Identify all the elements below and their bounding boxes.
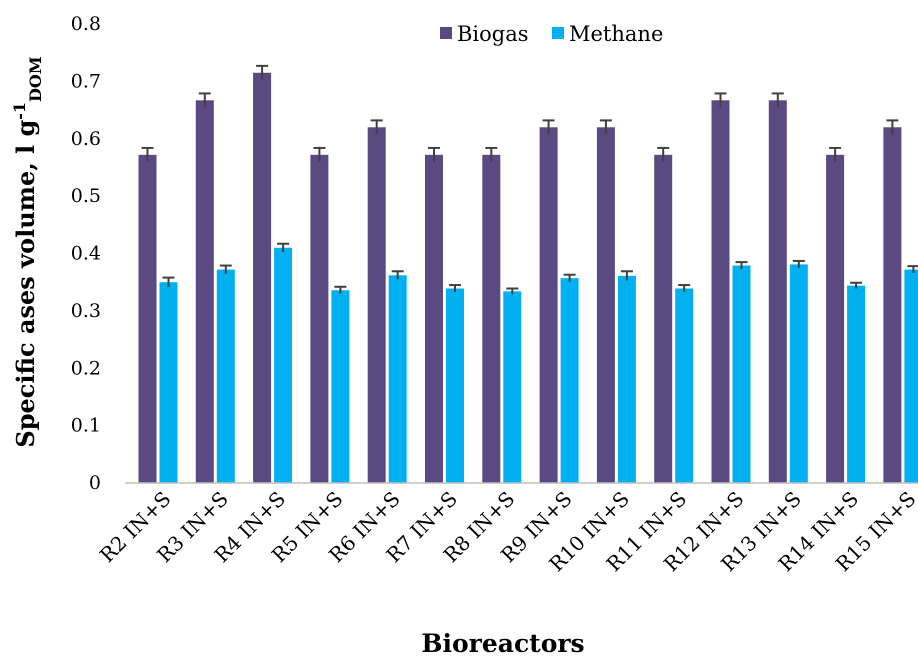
legend-label-biogas: Biogas <box>457 22 529 46</box>
bar-biogas <box>883 127 902 484</box>
error-bar-biogas <box>198 92 211 108</box>
bar-biogas <box>425 154 443 483</box>
y-tick-label: 0.7 <box>71 70 101 92</box>
error-bar-biogas <box>370 119 383 135</box>
bar-methane <box>503 291 522 483</box>
bar-biogas <box>138 154 157 483</box>
bar-methane <box>560 278 579 483</box>
bar-biogas <box>367 127 386 484</box>
error-bar-biogas <box>599 119 612 135</box>
error-bar-methane <box>678 284 691 292</box>
y-axis-ticks: 0 0.1 0.2 0.3 0.4 0.5 0.6 0.7 0.8 <box>71 13 101 494</box>
bar-biogas <box>539 127 558 484</box>
x-axis-title: Bioreactors <box>421 629 584 657</box>
error-bar-methane <box>850 281 863 289</box>
legend-label-methane: Methane <box>569 22 663 46</box>
y-tick-label: 0.2 <box>71 357 101 379</box>
error-bar-biogas <box>141 146 154 162</box>
error-bar-biogas <box>256 64 269 80</box>
bar-methane <box>617 275 636 483</box>
bar-methane <box>675 288 694 483</box>
y-tick-label: 0.5 <box>71 185 101 207</box>
error-bar-biogas <box>428 146 440 162</box>
error-bar-methane <box>907 265 918 274</box>
y-tick-label: 0 <box>89 472 101 494</box>
error-bar-biogas <box>542 119 555 135</box>
bar-methane <box>274 247 293 483</box>
bar-methane <box>388 275 407 483</box>
y-tick-label: 0.3 <box>71 300 101 322</box>
error-bar-biogas <box>714 92 727 108</box>
bar-biogas <box>482 154 501 483</box>
error-bar-methane <box>792 259 805 268</box>
error-bars <box>141 64 918 295</box>
bar-biogas <box>711 100 730 483</box>
bar-biogas <box>826 154 845 483</box>
bar-biogas <box>596 127 615 484</box>
bar-methane <box>847 285 866 483</box>
error-bar-biogas <box>771 92 784 108</box>
error-bar-biogas <box>657 146 670 162</box>
error-bar-methane <box>449 284 461 292</box>
bar-methane <box>331 290 350 483</box>
bar-methane <box>789 264 808 483</box>
bar-biogas <box>654 154 673 483</box>
error-bar-biogas <box>829 146 842 162</box>
bar-biogas <box>195 100 214 483</box>
y-axis-title-sub: DOM <box>26 56 45 102</box>
y-tick-label: 0.6 <box>71 128 101 150</box>
y-tick-label: 0.1 <box>71 415 101 437</box>
y-axis-title-sup: -1 <box>10 102 29 120</box>
bar-methane <box>216 269 235 483</box>
bar-biogas <box>253 72 272 484</box>
error-bar-methane <box>620 270 633 281</box>
error-bar-methane <box>277 242 290 252</box>
x-axis-ticks: R2 IN+SR3 IN+SR4 IN+SR5 IN+SR6 IN+SR7 IN… <box>95 487 918 577</box>
error-bar-methane <box>219 264 232 274</box>
legend-swatch-biogas <box>440 27 452 39</box>
error-bar-biogas <box>485 146 498 162</box>
bar-methane <box>446 288 464 483</box>
y-axis-title: Specific ases volume, l g-1DOM <box>10 56 45 447</box>
legend: Biogas Methane <box>440 22 663 46</box>
bars <box>138 72 918 484</box>
error-bar-biogas <box>886 119 899 135</box>
y-axis-title-main: Specific ases volume, l g <box>11 120 40 448</box>
error-bar-methane <box>735 261 748 269</box>
error-bar-biogas <box>313 146 326 162</box>
legend-swatch-methane <box>552 27 564 39</box>
bar-biogas <box>768 100 787 483</box>
error-bar-methane <box>334 285 347 294</box>
y-tick-label: 0.4 <box>71 243 101 265</box>
error-bar-methane <box>391 270 404 280</box>
bar-methane <box>732 265 751 483</box>
bar-biogas <box>310 154 329 483</box>
bar-methane <box>159 282 178 483</box>
y-tick-label: 0.8 <box>71 13 101 35</box>
bar-methane <box>904 269 918 483</box>
error-bar-methane <box>506 287 519 295</box>
error-bar-methane <box>563 273 576 282</box>
error-bar-methane <box>162 276 175 287</box>
